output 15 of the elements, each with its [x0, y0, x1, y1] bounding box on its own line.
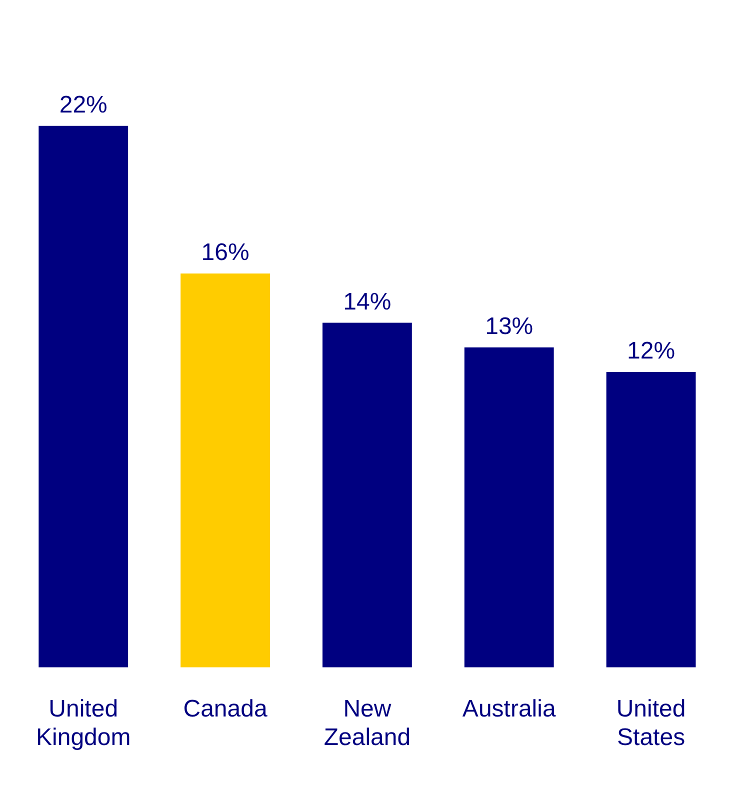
- x-tick-label: United Kingdom: [36, 695, 131, 752]
- data-label: 14%: [343, 288, 392, 316]
- x-tick-label: United States: [616, 695, 686, 752]
- data-label: 12%: [627, 338, 676, 365]
- x-tick-label: Australia: [462, 695, 556, 722]
- data-label: 13%: [485, 313, 534, 340]
- x-tick-label: Canada: [183, 695, 268, 722]
- data-label: 22%: [59, 91, 108, 118]
- bar: [322, 322, 412, 668]
- x-tick-label: New Zealand: [324, 695, 411, 752]
- bar: [180, 274, 270, 668]
- bar: [38, 126, 128, 668]
- bar: [464, 347, 554, 668]
- data-label: 16%: [201, 239, 250, 266]
- bar: [606, 372, 696, 668]
